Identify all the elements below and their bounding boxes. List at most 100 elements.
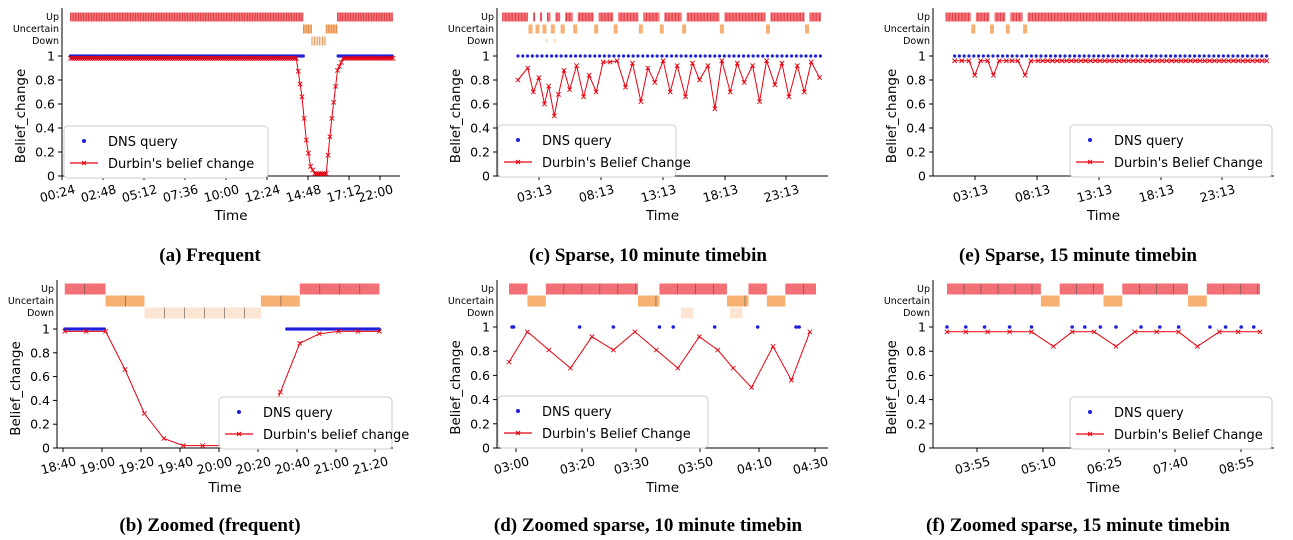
- y-tick-label: 0: [918, 441, 926, 456]
- legend: [1069, 124, 1273, 178]
- state-label: Up: [917, 12, 930, 23]
- belief-change-point: [85, 55, 92, 61]
- belief-change-point: [301, 115, 307, 121]
- belief-change-point: [750, 63, 756, 69]
- legend-belief-marker: [515, 430, 521, 436]
- state-gap: [638, 11, 644, 23]
- belief-change-point: [1035, 58, 1041, 64]
- state-label: Down: [903, 36, 930, 47]
- dns-query-point: [804, 54, 808, 58]
- belief-change-point: [145, 55, 151, 61]
- belief-change-point: [295, 68, 301, 74]
- belief-change-point: [1116, 58, 1122, 64]
- y-tick-label: 0.2: [470, 416, 490, 431]
- legend-belief-marker: [236, 431, 242, 437]
- state-band-down: [544, 39, 548, 43]
- dns-query-point: [1168, 54, 1173, 58]
- belief-change-point: [261, 55, 267, 61]
- belief-change-point: [203, 55, 209, 61]
- state-band-uncertain: [326, 24, 338, 34]
- dns-query-point: [794, 54, 798, 58]
- belief-change-point: [1216, 58, 1222, 64]
- belief-change-point: [279, 55, 285, 61]
- belief-change-point: [376, 328, 382, 334]
- dns-query-point: [1111, 54, 1115, 58]
- belief-change-point: [308, 163, 314, 169]
- dns-query-point: [301, 54, 305, 58]
- belief-change-point: [180, 443, 186, 449]
- belief-change-point: [161, 55, 167, 61]
- x-tick-label: 23:13: [762, 181, 801, 205]
- legend-dns-label: DNS query: [1114, 406, 1184, 421]
- belief-change-point: [1054, 58, 1060, 64]
- dns-query-point: [813, 54, 818, 58]
- dns-query-point: [1058, 54, 1062, 58]
- y-axis-label: Belief_change: [448, 340, 464, 435]
- x-axis-label: Time: [1086, 480, 1120, 496]
- belief-change-point: [255, 55, 261, 61]
- legend-dns-marker: [516, 409, 520, 413]
- belief-change-point: [1140, 58, 1146, 64]
- belief-change-point: [966, 58, 972, 64]
- belief-change-point: [1092, 58, 1098, 64]
- belief-change-point: [530, 89, 536, 95]
- belief-change-point: [506, 359, 512, 365]
- belief-change-point: [223, 55, 229, 61]
- dns-query-point: [1159, 54, 1163, 58]
- state-band-up: [785, 283, 816, 295]
- belief-change-point: [536, 75, 542, 81]
- dns-query-point: [986, 54, 990, 58]
- belief-change-point: [297, 340, 303, 346]
- dns-query-point: [611, 325, 616, 329]
- belief-change-point: [97, 55, 104, 61]
- dns-query-point: [1178, 54, 1182, 58]
- belief-change-point: [1003, 58, 1009, 64]
- belief-change-point: [653, 347, 659, 353]
- y-tick-label: 0.6: [30, 369, 50, 384]
- dns-query-point: [578, 54, 582, 58]
- belief-change-point: [143, 55, 149, 61]
- dns-query-point: [1087, 54, 1091, 58]
- belief-change-point: [1226, 58, 1232, 64]
- y-tick-label: 0.2: [470, 145, 490, 160]
- dns-query-point: [1173, 54, 1177, 58]
- dns-query-point: [1048, 54, 1053, 58]
- legend-dns-marker: [516, 138, 520, 142]
- belief-change-point: [123, 55, 129, 61]
- belief-change-point: [195, 55, 201, 61]
- belief-change-point: [336, 328, 342, 334]
- belief-change-point: [1221, 58, 1227, 64]
- x-tick-label: 18:40: [39, 453, 78, 477]
- belief-change-point: [985, 58, 991, 64]
- state-band-up: [947, 283, 1041, 295]
- belief-change-point: [1028, 58, 1034, 64]
- legend-belief-marker: [1087, 431, 1093, 437]
- x-tick-label: 19:20: [117, 453, 156, 477]
- state-band-down: [680, 307, 694, 319]
- dns-query-point: [1245, 54, 1249, 58]
- dns-query-point: [1188, 54, 1192, 58]
- legend-belief-marker: [81, 160, 87, 166]
- y-tick-label: 0.4: [30, 393, 50, 408]
- belief-change-point: [227, 55, 233, 61]
- belief-change-point: [1050, 343, 1056, 349]
- belief-change-point: [788, 377, 794, 383]
- belief-change-point: [205, 55, 211, 61]
- dns-query-point: [530, 54, 534, 58]
- dns-query-point: [1092, 54, 1096, 58]
- y-tick-label: 0: [918, 169, 926, 184]
- dns-query-point: [1063, 54, 1067, 58]
- x-tick-label: 23:13: [1198, 181, 1237, 205]
- belief-change-point: [972, 72, 978, 78]
- belief-change-point: [360, 55, 366, 61]
- x-tick-label: 21:20: [351, 453, 390, 477]
- y-tick-label: 1: [918, 320, 926, 335]
- belief-change-point: [1130, 58, 1136, 64]
- belief-change-point: [546, 83, 552, 89]
- belief-change-point: [201, 55, 207, 61]
- state-gap: [719, 11, 725, 23]
- belief-change-point: [629, 60, 635, 66]
- dns-query-point: [525, 54, 530, 58]
